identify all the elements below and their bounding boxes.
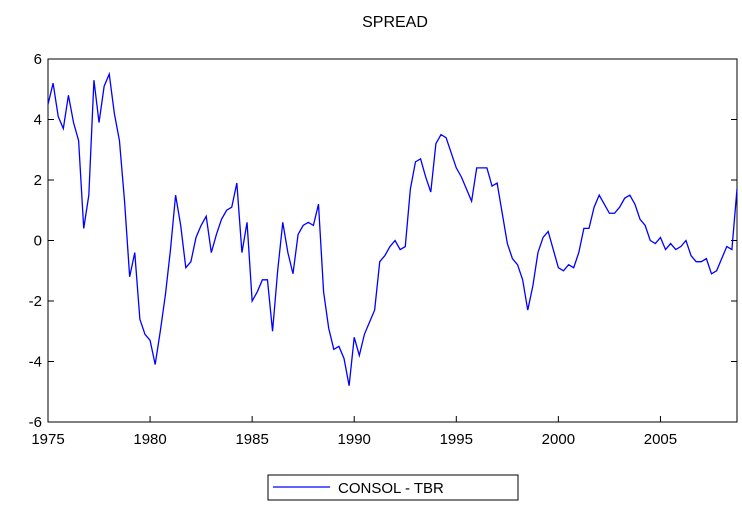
x-tick-label: 1980 [133,431,166,448]
plot-frame [47,58,738,423]
x-tick-label: 2005 [644,431,677,448]
y-tick-label: 6 [34,51,42,68]
y-tick-label: -6 [29,414,42,431]
x-tick-label: 1995 [440,431,473,448]
x-tick-label: 1975 [31,431,64,448]
data-line [47,71,738,386]
x-tick-label: 1985 [235,431,268,448]
x-tick-label: 2000 [542,431,575,448]
y-tick-label: 4 [34,112,42,129]
y-tick-label: -4 [29,354,42,371]
y-tick-label: -2 [29,293,42,310]
y-tick-label: 2 [34,172,42,189]
legend-label: CONSOL - TBR [338,480,444,497]
y-tick-label: 0 [34,233,42,250]
x-tick-label: 1990 [338,431,371,448]
chart-title: SPREAD [362,14,428,31]
